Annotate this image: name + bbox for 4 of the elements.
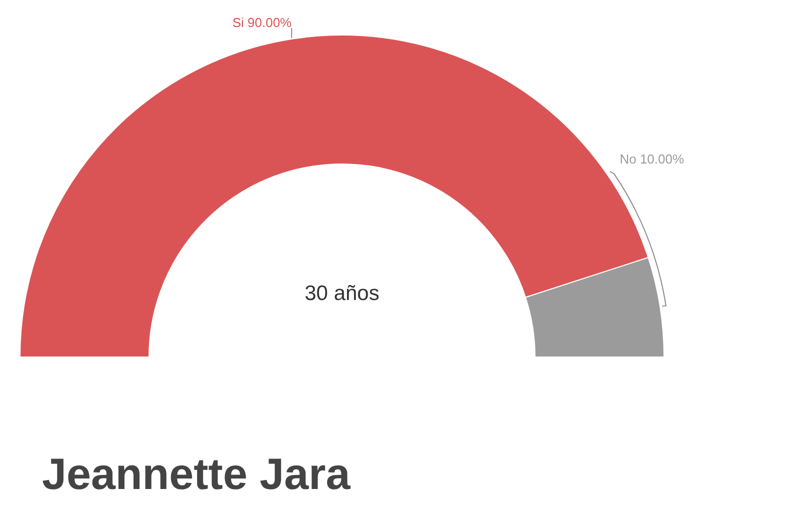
slice-label: No 10.00% — [620, 152, 684, 167]
text: Jeannette Jara — [42, 450, 351, 499]
slice-label: Si 90.00% — [232, 15, 292, 30]
text: 30 años — [304, 282, 380, 305]
